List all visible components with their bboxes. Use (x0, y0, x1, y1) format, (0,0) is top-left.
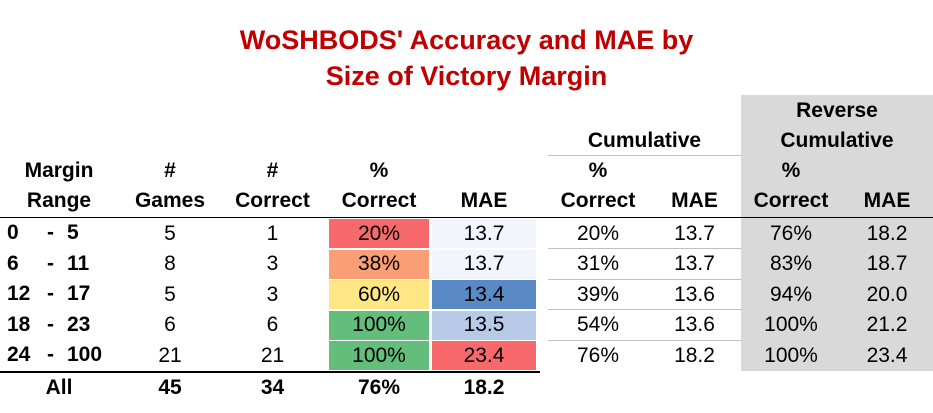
cum-mae-cell: 13.6 (674, 282, 715, 306)
margin-header-line1: Margin (24, 159, 94, 182)
games-cell: 8 (164, 252, 176, 276)
rev-pct-correct-header-line1: % (781, 159, 801, 182)
rev-pct-cell: 100% (764, 343, 818, 367)
pct-correct-header-line1: % (369, 159, 389, 182)
correct-count-header-line2: Correct (235, 189, 310, 212)
pct-correct-header-line2: Correct (341, 189, 417, 212)
rev-pct-correct-header-line2: Correct (753, 189, 829, 212)
cum-mae-cell: 13.7 (674, 252, 715, 276)
games-cell: 21 (158, 343, 182, 367)
mae-cell: 23.4 (432, 341, 536, 371)
correct-cell: 3 (266, 282, 279, 306)
rev-pct-cell: 100% (764, 313, 818, 337)
correct-cell: 3 (266, 252, 279, 276)
range-to: 5 (67, 221, 79, 244)
games-header-line2: Games (134, 189, 206, 212)
rev-mae-cell: 18.2 (866, 221, 908, 245)
cum-pct-cell: 39% (576, 282, 620, 306)
cum-mae-cell: 13.6 (674, 313, 715, 337)
range-to: 100 (67, 343, 103, 367)
range-dash: - (47, 251, 54, 275)
margin-range-cell: 0 -5 (0, 218, 118, 248)
range-from: 12 (7, 282, 31, 306)
range-from: 18 (7, 312, 31, 336)
range-to: 11 (67, 251, 90, 275)
range-dash: - (47, 221, 54, 244)
range-dash: - (47, 282, 54, 306)
cum-pct-cell: 31% (576, 252, 620, 276)
mae-cell: 13.7 (432, 249, 536, 279)
row-divider (548, 309, 741, 311)
header-bottom-border (0, 217, 933, 218)
mae-cell: 13.7 (432, 219, 536, 248)
mae-cell: 13.4 (432, 280, 536, 310)
pct-cell: 20% (329, 219, 429, 248)
range-from: 6 (7, 251, 19, 275)
pct-cell: 60% (329, 280, 429, 310)
pct-cell: 100% (329, 341, 429, 371)
row-divider (548, 248, 741, 249)
cum-pct-cell: 20% (576, 221, 620, 245)
mae-header-line2: MAE (460, 189, 508, 212)
totals-mae-cell: 18.2 (463, 376, 505, 399)
cumulative-group-header: Cumulative (587, 129, 702, 152)
totals-top-border (0, 371, 540, 373)
correct-cell: 6 (266, 313, 279, 337)
range-dash: - (47, 343, 54, 367)
totals-label: All (45, 376, 73, 399)
reverse-cumulative-shade (741, 95, 933, 371)
rev-pct-cell: 83% (769, 252, 813, 276)
cum-pct-cell: 76% (576, 343, 620, 367)
reverse-group-header-line1: Reverse (796, 99, 878, 122)
range-to: 17 (67, 282, 91, 306)
cum-pct-correct-header-line2: Correct (560, 189, 636, 212)
totals-correct-cell: 34 (260, 376, 285, 399)
totals-games-cell: 45 (158, 376, 182, 399)
rev-pct-cell: 94% (769, 282, 813, 306)
rev-mae-cell: 23.4 (866, 343, 908, 367)
row-divider (548, 278, 741, 280)
rev-mae-cell: 21.2 (866, 313, 908, 337)
margin-range-cell: 12-17 (0, 279, 118, 309)
margin-range-cell: 18-23 (0, 310, 118, 340)
table-title: WoSHBODS' Accuracy and MAE by Size of Vi… (0, 24, 933, 92)
pct-cell: 38% (329, 249, 429, 279)
mae-cell: 13.5 (432, 310, 536, 340)
cum-mae-header-line2: MAE (671, 189, 718, 212)
correct-cell: 21 (260, 343, 285, 367)
cum-pct-cell: 54% (576, 313, 620, 337)
range-from: 24 (7, 343, 31, 367)
margin-range-cell: 6 -11 (0, 249, 118, 279)
title-line-1: WoSHBODS' Accuracy and MAE by (239, 25, 694, 55)
margin-range-cell: 24-100 (0, 340, 118, 370)
row-divider (548, 339, 741, 341)
rev-pct-cell: 76% (769, 221, 813, 245)
rev-mae-header-line2: MAE (863, 189, 911, 212)
games-cell: 5 (164, 282, 176, 306)
range-dash: - (47, 312, 54, 336)
cumulative-group-underline (548, 155, 741, 156)
cum-mae-cell: 13.7 (674, 221, 715, 245)
rev-mae-cell: 20.0 (866, 282, 908, 306)
title-line-2: Size of Victory Margin (325, 61, 608, 91)
range-from: 0 (7, 221, 19, 244)
rev-mae-cell: 18.7 (866, 252, 908, 276)
reverse-group-header-line2: Cumulative (780, 129, 894, 152)
range-to: 23 (67, 312, 91, 336)
margin-header-line2: Range (26, 189, 92, 212)
games-cell: 5 (164, 221, 176, 245)
correct-count-header-line1: # (266, 159, 279, 182)
totals-pct-cell: 76% (357, 376, 401, 399)
games-header-line1: # (164, 159, 176, 182)
cum-mae-cell: 18.2 (674, 343, 715, 367)
correct-cell: 1 (266, 221, 279, 245)
pct-cell: 100% (329, 310, 429, 340)
games-cell: 6 (164, 313, 176, 337)
cum-pct-correct-header-line1: % (588, 159, 608, 182)
